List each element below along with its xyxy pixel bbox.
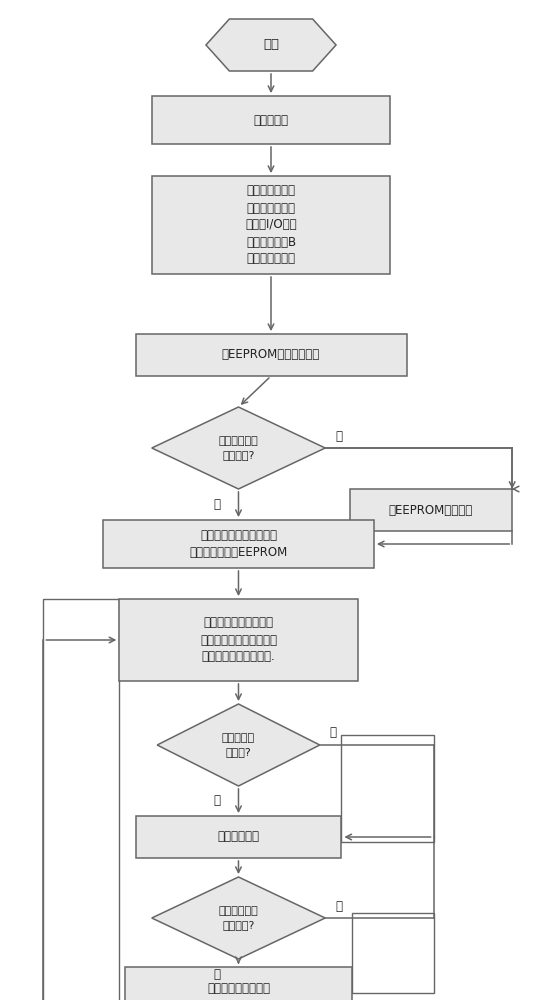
Text: 是: 是 xyxy=(214,968,220,980)
Bar xyxy=(341,735,434,842)
Bar xyxy=(125,967,352,1000)
Text: 是: 是 xyxy=(335,430,342,442)
Text: 否: 否 xyxy=(330,726,337,740)
Text: 否: 否 xyxy=(335,900,342,912)
Text: 解析并执行相关命令: 解析并执行相关命令 xyxy=(207,982,270,994)
Text: 需要修改天
线功率?: 需要修改天 线功率? xyxy=(222,733,255,757)
Text: 是否完成一次
数据接收?: 是否完成一次 数据接收? xyxy=(218,906,259,930)
Bar xyxy=(352,913,434,993)
Bar xyxy=(136,816,341,858)
Polygon shape xyxy=(206,19,336,71)
Text: 调整发射功率: 调整发射功率 xyxy=(217,830,260,844)
Text: 启动看门狗: 启动看门狗 xyxy=(254,113,288,126)
Polygon shape xyxy=(157,704,320,786)
Text: 扫描拨码开关、设置模
式，包括通讯方式、设置
方式、天线工作模式等.: 扫描拨码开关、设置模 式，包括通讯方式、设置 方式、天线工作模式等. xyxy=(200,616,277,664)
Text: 初始化系统时钟
初始化串行通信
初始化I/O端口
初始化定时器B
初始化高频电路: 初始化系统时钟 初始化串行通信 初始化I/O端口 初始化定时器B 初始化高频电路 xyxy=(245,184,297,265)
Bar xyxy=(136,334,406,376)
Text: 从EEPROM读取参数: 从EEPROM读取参数 xyxy=(389,504,473,516)
Text: 初始化参数、设置标志位
存储相关信息到EEPROM: 初始化参数、设置标志位 存储相关信息到EEPROM xyxy=(189,529,288,559)
Polygon shape xyxy=(152,407,325,489)
Text: 与初始化标志
字节一致?: 与初始化标志 字节一致? xyxy=(218,436,259,460)
Bar xyxy=(350,489,512,531)
Bar xyxy=(43,599,119,1000)
Text: 否: 否 xyxy=(214,497,220,510)
Bar xyxy=(119,599,358,681)
Text: 是: 是 xyxy=(214,794,220,808)
Bar xyxy=(152,176,390,274)
Bar xyxy=(103,520,374,568)
Polygon shape xyxy=(152,877,325,959)
Bar xyxy=(152,96,390,144)
Text: 开始: 开始 xyxy=(263,38,279,51)
Text: 从EEPROM读初始化标志: 从EEPROM读初始化标志 xyxy=(222,349,320,361)
